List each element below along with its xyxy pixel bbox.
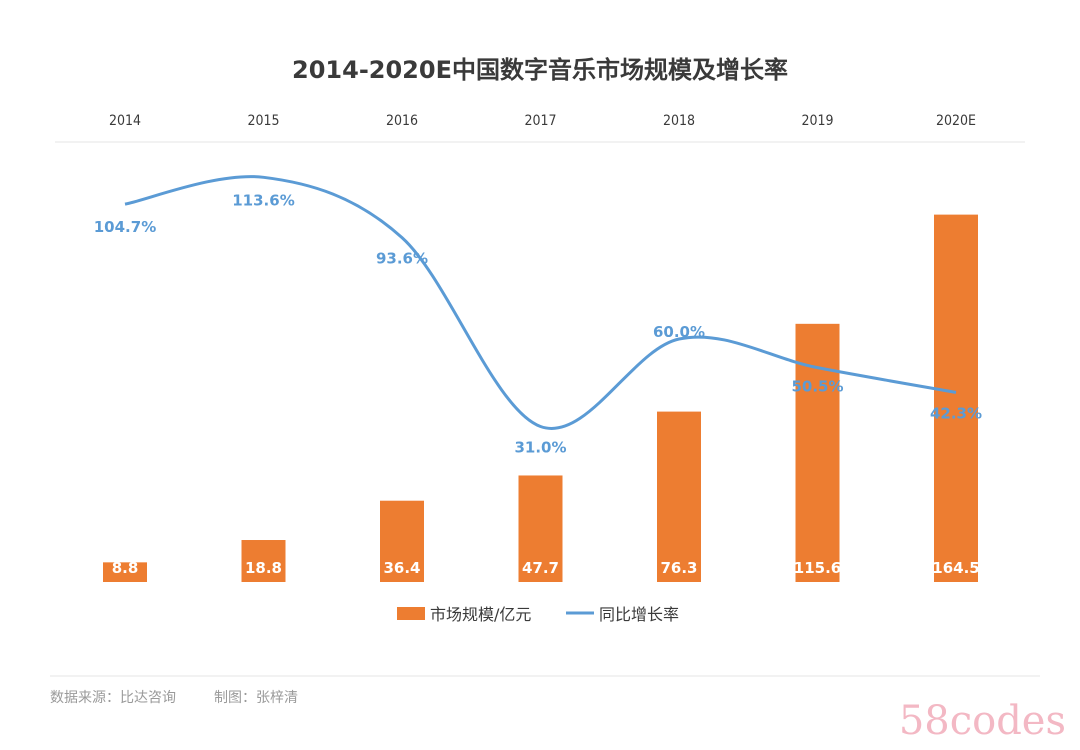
bar-label-2018: 76.3 (660, 559, 697, 577)
legend-label-growth-rate: 同比增长率 (599, 605, 679, 624)
year-ticks: 2014 2015 2016 2017 2018 2019 2020E (109, 113, 976, 129)
bar-2015 (241, 540, 286, 582)
legend: 市场规模/亿元 同比增长率 (397, 605, 679, 624)
legend-label-market-size: 市场规模/亿元 (430, 605, 531, 624)
year-tick-2017: 2017 (524, 113, 556, 129)
data-source-note: 数据来源：比达咨询 (50, 690, 176, 706)
watermark: 58codes (899, 698, 1066, 744)
year-tick-2020E: 2020E (936, 113, 976, 129)
year-tick-2018: 2018 (663, 113, 695, 129)
rate-label-2020E: 42.3% (930, 404, 982, 422)
bar-label-2014: 8.8 (112, 559, 139, 577)
year-tick-2015: 2015 (247, 113, 279, 129)
year-tick-2016: 2016 (386, 113, 418, 129)
bar-label-2019: 115.6 (794, 559, 841, 577)
chart-title: 2014-2020E中国数字音乐市场规模及增长率 (292, 56, 788, 84)
rate-labels: 104.7% 113.6% 93.6% 31.0% 60.0% 50.5% 42.3% (94, 191, 982, 456)
rate-label-2019: 50.5% (791, 378, 843, 396)
bar-label-2017: 47.7 (522, 559, 559, 577)
rate-label-2016: 93.6% (376, 250, 428, 268)
bar-labels: 8.8 18.8 36.4 47.7 76.3 115.6 164.5 (112, 559, 980, 577)
bar-2020E (934, 214, 978, 582)
author-note: 制图：张梓清 (214, 690, 298, 706)
rate-label-2017: 31.0% (514, 438, 566, 456)
bar-label-2015: 18.8 (245, 559, 282, 577)
legend-swatch-market-size (397, 607, 425, 620)
bar-2014 (103, 562, 147, 582)
rate-label-2018: 60.0% (653, 323, 705, 341)
bar-series (103, 214, 978, 582)
bar-2017 (518, 475, 563, 582)
bar-2016 (380, 500, 424, 582)
year-tick-2019: 2019 (801, 113, 833, 129)
year-tick-2014: 2014 (109, 113, 141, 129)
growth-rate-line (124, 175, 957, 430)
rate-label-2014: 104.7% (94, 218, 156, 236)
rate-label-2015: 113.6% (232, 191, 294, 209)
bar-label-2020E: 164.5 (932, 559, 979, 577)
bar-label-2016: 36.4 (383, 559, 420, 577)
bar-2018 (657, 411, 701, 582)
